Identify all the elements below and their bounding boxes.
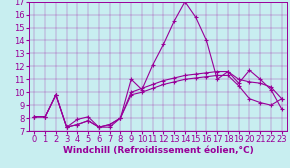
X-axis label: Windchill (Refroidissement éolien,°C): Windchill (Refroidissement éolien,°C) [63,146,253,155]
